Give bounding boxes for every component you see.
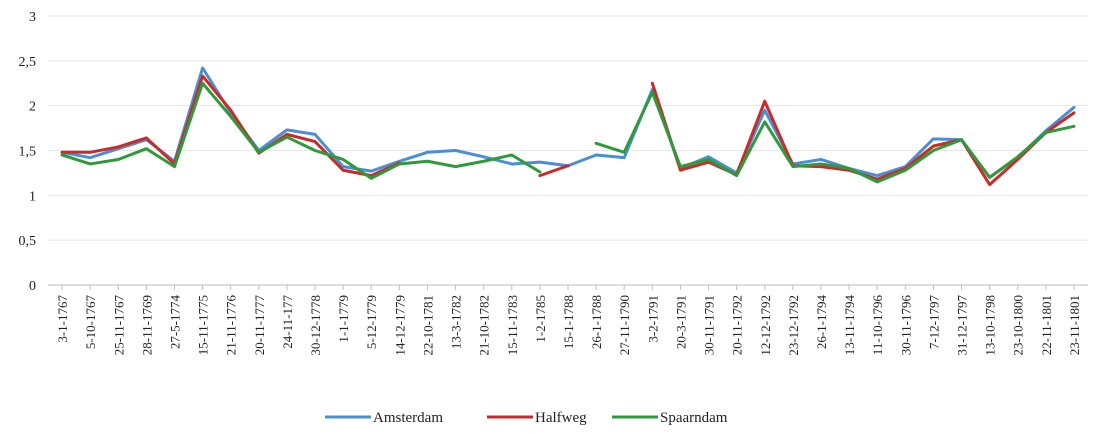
x-tick-label: 22-11-1801 [1039,295,1054,355]
x-tick-label: 12-12-1792 [758,295,773,356]
x-tick-label: 25-11-1767 [111,295,126,356]
series-line-spaarndam [60,81,542,180]
y-tick-label: 2 [29,100,36,115]
y-tick-label: 0,5 [19,234,37,249]
x-tick-label: 26-1-1794 [814,295,829,350]
x-tick-label: 28-11-1769 [139,295,154,355]
y-axis-ticks: 0 0,5 1 1,5 2 2,5 3 [19,10,37,294]
series-line-amsterdam [60,66,1076,179]
x-tick-label: 30-11-1796 [898,295,913,356]
x-tick-label: 15-11-1783 [505,295,520,355]
x-tick-label: 14-12-1779 [392,295,407,356]
x-tick-label: 15-11-1775 [196,295,211,355]
y-tick-label: 0 [29,279,36,294]
x-tick-label: 1-2-1785 [533,295,548,343]
series-lines [60,66,1076,187]
x-tick-label: 15-1-1788 [561,295,576,349]
x-tick-label: 11-10-1796 [870,295,885,356]
x-tick-label: 3-2-1791 [645,295,660,343]
series-line-halfweg [650,81,1076,187]
series-line-halfweg [60,74,401,178]
x-tick-label: 31-12-1797 [955,295,970,356]
x-tick-label: 20-11-1792 [730,295,745,355]
x-tick-label: 20-11-1777 [252,295,267,356]
y-tick-label: 3 [29,10,36,25]
x-tick-label: 20-3-1791 [673,295,688,349]
y-tick-label: 2,5 [19,55,37,70]
legend-label: Amsterdam [373,410,443,426]
x-tick-label: 30-11-1791 [702,295,717,355]
series-line-halfweg [538,164,570,178]
x-tick-label: 27-5-1774 [167,295,182,350]
x-tick-label: 23-11-1801 [1067,295,1082,355]
x-tick-label: 13-11-1794 [842,295,857,356]
x-axis-ticks: 3-1-1767 5-10-1767 25-11-1767 28-11-1769 27-… [55,285,1082,356]
legend-item-amsterdam: Amsterdam [325,410,443,426]
legend-label: Halfweg [535,410,587,426]
x-tick-label: 21-11-1776 [224,295,239,356]
x-tick-label: 24-11-177 [280,295,295,349]
x-tick-label: 22-10-1781 [420,295,435,356]
legend-item-halfweg: Halfweg [487,410,587,426]
x-tick-label: 30-12-1778 [308,295,323,356]
x-tick-label: 13-3-1782 [449,295,464,349]
x-tick-label: 5-12-1779 [364,295,379,349]
legend: Amsterdam Halfweg Spaarndam [325,410,728,426]
series-line-spaarndam [594,90,1076,184]
y-tick-label: 1 [29,189,36,204]
x-tick-label: 23-12-1792 [786,295,801,356]
x-tick-label: 7-12-1797 [926,295,941,350]
x-tick-label: 26-1-1788 [589,295,604,349]
y-tick-label: 1,5 [19,145,37,160]
x-tick-label: 5-10-1767 [83,295,98,350]
legend-label: Spaarndam [660,410,728,426]
legend-item-spaarndam: Spaarndam [612,410,728,426]
x-tick-label: 3-1-1767 [55,295,70,343]
x-tick-label: 21-10-1782 [477,295,492,356]
x-tick-label: 1-1-1779 [336,295,351,343]
x-tick-label: 23-10-1800 [1011,295,1026,356]
x-tick-label: 13-10-1798 [983,295,998,356]
x-tick-label: 27-11-1790 [617,295,632,355]
